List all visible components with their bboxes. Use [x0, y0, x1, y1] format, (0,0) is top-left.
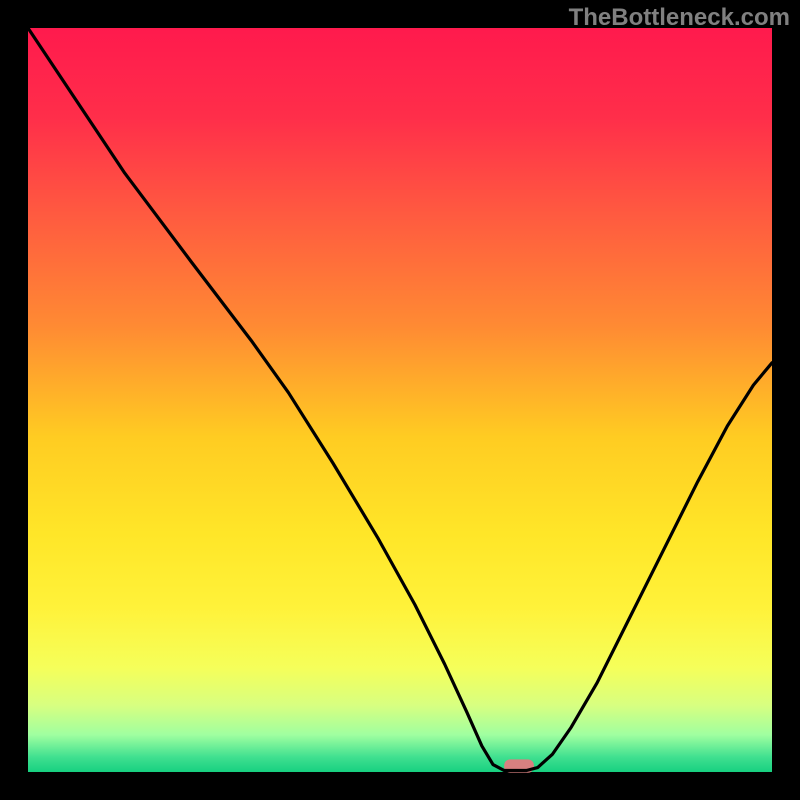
- plot-background: [28, 28, 772, 772]
- chart-root: TheBottleneck.com: [0, 0, 800, 800]
- chart-svg: [0, 0, 800, 800]
